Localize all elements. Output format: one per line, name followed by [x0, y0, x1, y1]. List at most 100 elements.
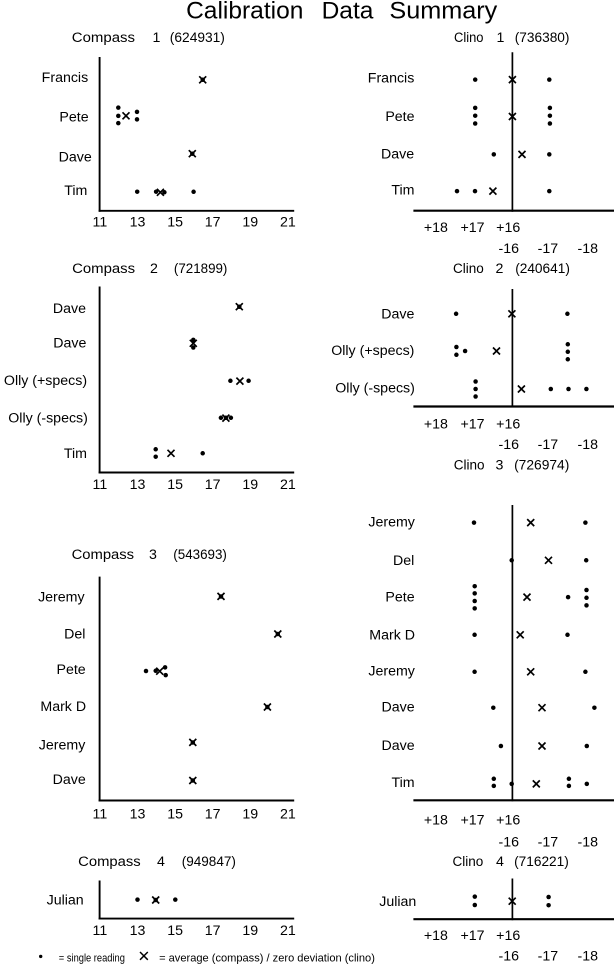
svg-text:-18: -18	[578, 834, 599, 850]
svg-text:Dave: Dave	[53, 336, 86, 352]
svg-text:-17: -17	[538, 241, 559, 257]
svg-text:+17: +17	[460, 220, 484, 236]
svg-text:1: 1	[496, 30, 504, 46]
svg-text:Del: Del	[64, 627, 85, 643]
svg-text:Compass: Compass	[72, 547, 135, 563]
svg-text:-16: -16	[499, 437, 520, 453]
svg-text:19: 19	[242, 477, 258, 493]
svg-text:Tim: Tim	[64, 183, 87, 199]
svg-text:Dave: Dave	[53, 301, 86, 317]
svg-text:Pete: Pete	[59, 109, 88, 125]
svg-text:13: 13	[130, 477, 146, 493]
svg-text:+17: +17	[460, 928, 484, 944]
svg-text:Olly (+specs): Olly (+specs)	[4, 373, 87, 389]
svg-text:3: 3	[149, 547, 157, 563]
svg-text:Francis: Francis	[42, 70, 89, 86]
svg-text:+16: +16	[496, 220, 520, 236]
svg-text:-18: -18	[578, 437, 599, 453]
svg-text:Dave: Dave	[59, 150, 92, 166]
svg-text:-16: -16	[499, 949, 520, 965]
svg-text:(736380): (736380)	[515, 30, 570, 46]
svg-text:21: 21	[280, 215, 296, 231]
svg-text:1: 1	[152, 30, 160, 46]
svg-text:Clino: Clino	[453, 261, 484, 277]
svg-text:Jeremy: Jeremy	[38, 590, 85, 606]
svg-text:Del: Del	[393, 553, 414, 569]
svg-text:2: 2	[150, 261, 158, 277]
svg-text:Mark D: Mark D	[369, 628, 415, 644]
svg-text:Pete: Pete	[385, 109, 414, 125]
svg-text:Tim: Tim	[391, 183, 414, 199]
svg-text:+16: +16	[496, 417, 520, 433]
svg-text:(726974): (726974)	[514, 457, 569, 473]
svg-text:13: 13	[130, 923, 146, 939]
svg-text:-17: -17	[538, 834, 559, 850]
svg-text:+18: +18	[424, 928, 448, 944]
svg-text:Dave: Dave	[381, 306, 414, 322]
svg-text:4: 4	[496, 854, 504, 870]
svg-text:17: 17	[205, 923, 221, 939]
svg-text:Dave: Dave	[381, 738, 414, 754]
svg-text:11: 11	[93, 807, 108, 823]
svg-text:17: 17	[205, 215, 221, 231]
svg-text:+18: +18	[424, 220, 448, 236]
svg-text:Data: Data	[322, 0, 375, 25]
svg-text:(624931): (624931)	[170, 30, 225, 46]
svg-text:+18: +18	[424, 813, 448, 829]
svg-text:-18: -18	[578, 949, 599, 965]
svg-text:Julian: Julian	[47, 892, 84, 908]
svg-text:= single reading: = single reading	[59, 952, 125, 964]
svg-text:Clino: Clino	[454, 457, 485, 473]
svg-text:11: 11	[93, 215, 108, 231]
svg-text:Mark D: Mark D	[40, 699, 86, 715]
svg-text:Compass: Compass	[72, 30, 135, 46]
svg-text:Jeremy: Jeremy	[368, 663, 415, 679]
svg-text:Tim: Tim	[391, 775, 414, 791]
svg-text:-16: -16	[499, 241, 520, 257]
svg-text:17: 17	[205, 807, 221, 823]
svg-text:= average (compass) / zero dev: = average (compass) / zero deviation (cl…	[159, 952, 375, 964]
svg-text:15: 15	[167, 807, 183, 823]
svg-text:Dave: Dave	[381, 700, 414, 716]
svg-text:+16: +16	[496, 928, 520, 944]
svg-text:19: 19	[242, 215, 258, 231]
svg-text:Pete: Pete	[57, 662, 86, 678]
svg-text:Clino: Clino	[454, 30, 484, 46]
svg-text:(721899): (721899)	[174, 261, 228, 277]
svg-text:3: 3	[496, 457, 504, 473]
svg-text:17: 17	[205, 477, 221, 493]
svg-text:11: 11	[93, 477, 108, 493]
svg-text:Francis: Francis	[368, 70, 415, 86]
svg-text:Olly (+specs): Olly (+specs)	[331, 343, 414, 359]
svg-text:21: 21	[280, 807, 296, 823]
svg-text:-16: -16	[499, 834, 520, 850]
svg-text:-17: -17	[538, 437, 559, 453]
svg-text:15: 15	[167, 215, 183, 231]
svg-text:Dave: Dave	[53, 772, 86, 788]
svg-text:Jeremy: Jeremy	[39, 738, 86, 754]
svg-text:(716221): (716221)	[514, 854, 569, 870]
svg-text:(543693): (543693)	[173, 547, 227, 563]
svg-text:Compass: Compass	[72, 261, 135, 277]
svg-text:Pete: Pete	[385, 589, 414, 605]
svg-text:+17: +17	[460, 417, 484, 433]
svg-text:+18: +18	[424, 417, 448, 433]
svg-text:Olly (-specs): Olly (-specs)	[335, 380, 415, 396]
svg-text:-17: -17	[538, 949, 559, 965]
svg-text:Julian: Julian	[379, 894, 416, 910]
svg-text:(949847): (949847)	[182, 854, 236, 870]
svg-text:+16: +16	[496, 813, 520, 829]
svg-text:11: 11	[93, 923, 108, 939]
svg-text:15: 15	[167, 923, 183, 939]
svg-text:Tim: Tim	[64, 446, 87, 462]
svg-text:(240641): (240641)	[515, 261, 570, 277]
svg-text:Clino: Clino	[453, 854, 484, 870]
svg-text:2: 2	[496, 261, 504, 277]
svg-text:4: 4	[157, 854, 165, 870]
svg-text:Jeremy: Jeremy	[368, 514, 415, 530]
svg-text:Dave: Dave	[381, 147, 414, 163]
svg-text:21: 21	[280, 923, 296, 939]
svg-text:13: 13	[130, 807, 146, 823]
svg-text:15: 15	[167, 477, 183, 493]
svg-text:-18: -18	[578, 241, 599, 257]
